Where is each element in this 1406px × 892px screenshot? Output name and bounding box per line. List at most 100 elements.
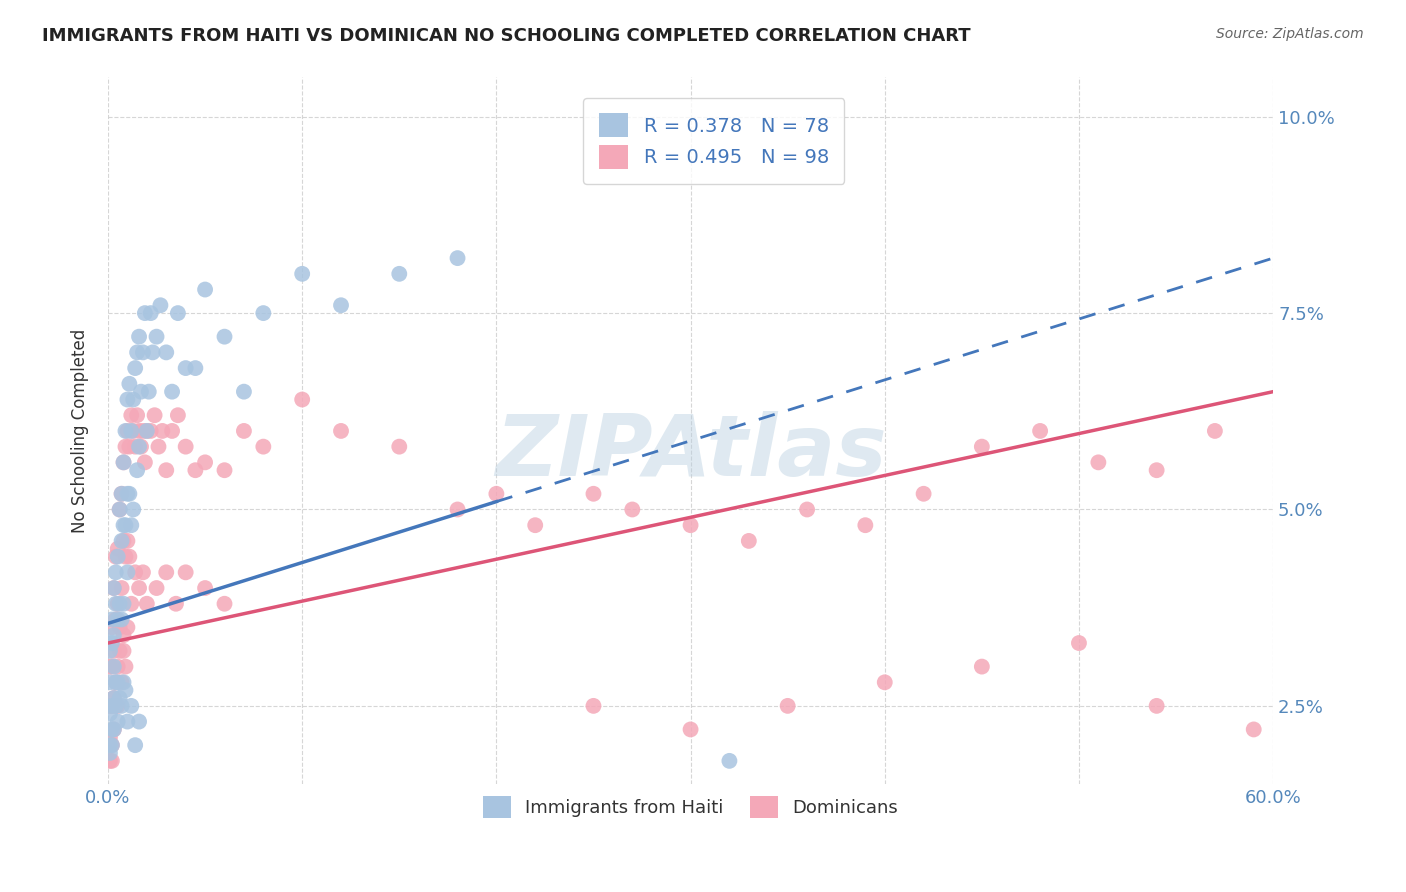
Point (160, 424, 183, 438)
Point (117, 424, 139, 438)
Point (155, 566, 177, 580)
Point (132, 345, 155, 359)
Point (98, 706, 121, 721)
Point (232, 384, 254, 399)
Point (108, 691, 131, 706)
Point (101, 738, 124, 752)
Point (134, 455, 156, 469)
Point (114, 683, 136, 698)
Point (103, 691, 125, 706)
Point (101, 612, 124, 626)
Point (108, 620, 131, 634)
Point (117, 566, 139, 580)
Point (107, 714, 129, 729)
Point (135, 597, 157, 611)
Point (101, 738, 124, 752)
Point (101, 620, 124, 634)
Point (108, 502, 131, 516)
Point (853, 518, 876, 533)
Point (117, 533, 139, 548)
Text: Source: ZipAtlas.com: Source: ZipAtlas.com (1216, 27, 1364, 41)
Point (145, 329, 167, 343)
Text: IMMIGRANTS FROM HAITI VS DOMINICAN NO SCHOOLING COMPLETED CORRELATION CHART: IMMIGRANTS FROM HAITI VS DOMINICAN NO SC… (42, 27, 970, 45)
Point (970, 659, 993, 673)
Point (446, 251, 468, 265)
Text: ZIPAtlas: ZIPAtlas (495, 410, 886, 493)
Point (165, 597, 187, 611)
Point (101, 698, 124, 713)
Point (127, 463, 149, 477)
Point (118, 549, 141, 564)
Point (174, 566, 197, 580)
Point (214, 329, 236, 343)
Point (128, 581, 150, 595)
Point (679, 518, 702, 533)
Point (524, 518, 547, 533)
Point (107, 549, 129, 564)
Point (149, 298, 172, 312)
Point (127, 345, 149, 359)
Point (98, 738, 121, 752)
Point (120, 408, 142, 422)
Point (117, 620, 139, 634)
Point (142, 345, 165, 359)
Point (129, 440, 152, 454)
Point (107, 597, 129, 611)
Point (120, 597, 142, 611)
Point (912, 487, 935, 501)
Point (112, 628, 135, 642)
Point (103, 628, 125, 642)
Point (101, 698, 124, 713)
Point (155, 463, 177, 477)
Point (108, 597, 131, 611)
Point (114, 440, 136, 454)
Point (330, 298, 353, 312)
Point (232, 424, 254, 438)
Legend: Immigrants from Haiti, Dominicans: Immigrants from Haiti, Dominicans (477, 789, 905, 825)
Point (110, 487, 132, 501)
Point (330, 424, 353, 438)
Point (135, 424, 157, 438)
Point (291, 267, 314, 281)
Point (160, 384, 183, 399)
Point (118, 376, 141, 391)
Point (103, 644, 125, 658)
Point (388, 440, 411, 454)
Point (103, 581, 125, 595)
Point (214, 597, 236, 611)
Point (103, 581, 125, 595)
Point (1146, 698, 1168, 713)
Point (118, 440, 141, 454)
Point (776, 698, 799, 713)
Point (1243, 723, 1265, 737)
Point (112, 455, 135, 469)
Point (124, 440, 146, 454)
Point (128, 424, 150, 438)
Point (114, 518, 136, 533)
Point (132, 566, 155, 580)
Point (112, 644, 135, 658)
Point (120, 518, 142, 533)
Point (124, 566, 146, 580)
Point (101, 723, 124, 737)
Point (214, 463, 236, 477)
Point (138, 384, 160, 399)
Point (107, 659, 129, 673)
Point (291, 392, 314, 407)
Point (114, 659, 136, 673)
Point (104, 698, 127, 713)
Point (103, 723, 125, 737)
Point (98, 698, 121, 713)
Point (117, 487, 139, 501)
Point (98, 675, 121, 690)
Point (122, 502, 145, 516)
Point (134, 306, 156, 320)
Point (122, 392, 145, 407)
Point (1204, 424, 1226, 438)
Point (107, 541, 129, 556)
Point (107, 612, 129, 626)
Point (108, 502, 131, 516)
Point (174, 361, 197, 376)
Point (252, 440, 274, 454)
Point (124, 738, 146, 752)
